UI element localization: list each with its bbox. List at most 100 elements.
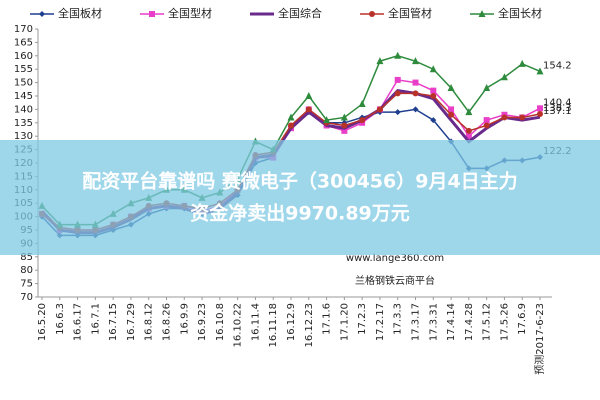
x-tick-label: 16.6.3 bbox=[55, 303, 66, 335]
legend-marker bbox=[369, 11, 375, 17]
legend-label: 全国综合 bbox=[278, 6, 322, 20]
point bbox=[394, 51, 402, 59]
x-tick-label: 预测2017-6-23 bbox=[533, 303, 546, 375]
x-tick-label: 16.11.4 bbox=[250, 303, 261, 341]
x-tick-label: 16.12.9 bbox=[286, 303, 297, 341]
x-tick-label: 17.2.3 bbox=[357, 303, 368, 335]
x-tick-label: 16.9.9 bbox=[179, 303, 190, 335]
point bbox=[412, 79, 419, 86]
y-tick-label: 160 bbox=[14, 51, 33, 62]
y-tick-label: 155 bbox=[14, 64, 33, 75]
x-tick-label: 17.1.20 bbox=[339, 303, 350, 341]
x-tick-label: 16.7.1 bbox=[90, 303, 101, 335]
point bbox=[412, 57, 419, 65]
point bbox=[376, 57, 384, 65]
data-label: 138.3 bbox=[543, 103, 572, 114]
x-tick-label: 16.7.29 bbox=[126, 303, 137, 341]
y-tick-label: 80 bbox=[20, 265, 33, 276]
point bbox=[394, 76, 401, 83]
point bbox=[465, 127, 472, 134]
point bbox=[448, 106, 455, 113]
point bbox=[465, 108, 473, 116]
legend-label: 全国板材 bbox=[58, 6, 102, 20]
legend-marker bbox=[478, 10, 486, 17]
point bbox=[518, 59, 526, 67]
y-tick-label: 75 bbox=[20, 279, 33, 290]
x-tick-label: 16.5.20 bbox=[37, 303, 48, 341]
y-tick-label: 165 bbox=[14, 37, 33, 48]
x-tick-label: 17.3.31 bbox=[428, 303, 439, 341]
point bbox=[430, 87, 437, 94]
point bbox=[394, 90, 401, 97]
point bbox=[448, 111, 455, 118]
point bbox=[412, 90, 419, 97]
x-tick-label: 17.5.26 bbox=[499, 303, 510, 341]
x-tick-label: 16.11.18 bbox=[268, 303, 279, 348]
point bbox=[358, 100, 366, 108]
data-label: 154.2 bbox=[543, 60, 572, 71]
legend-label: 全国管材 bbox=[388, 6, 432, 20]
point bbox=[429, 65, 437, 73]
point bbox=[447, 83, 455, 91]
x-tick-label: 17.5.12 bbox=[482, 303, 493, 341]
y-tick-label: 150 bbox=[14, 78, 33, 89]
legend: 全国板材 全国型材 全国综合 全国管材 全国长材 bbox=[30, 6, 542, 20]
x-tick-label: 17.1.6 bbox=[322, 303, 333, 335]
data-label: 140.4 bbox=[543, 97, 572, 108]
x-tick-label: 17.4.28 bbox=[464, 303, 475, 341]
legend-marker bbox=[39, 11, 45, 17]
x-tick-label: 17.2.17 bbox=[375, 303, 386, 341]
x-tick-label: 16.6.17 bbox=[73, 303, 84, 341]
point bbox=[430, 93, 437, 99]
y-tick-label: 140 bbox=[14, 104, 33, 115]
y-tick-label: 145 bbox=[14, 91, 33, 102]
x-tick-label: 16.8.26 bbox=[162, 303, 173, 341]
x-tick-label: 17.3.17 bbox=[411, 303, 422, 341]
legend-label: 全国型材 bbox=[168, 6, 212, 20]
point bbox=[483, 117, 490, 124]
point bbox=[500, 73, 508, 81]
y-tick-label: 170 bbox=[14, 24, 33, 35]
point bbox=[537, 110, 543, 117]
point bbox=[287, 113, 295, 121]
banner-text: 资金净卖出9970.89万元 bbox=[190, 202, 410, 225]
x-tick-label: 16.9.23 bbox=[197, 303, 208, 341]
point bbox=[465, 133, 472, 140]
point bbox=[519, 114, 526, 121]
x-tick-label: 17.6.9 bbox=[517, 303, 528, 335]
banner-text: 配资平台靠谱吗 赛微电子（300456）9月4日主力 bbox=[82, 170, 517, 193]
point bbox=[537, 105, 543, 112]
legend-label: 全国长材 bbox=[498, 6, 542, 20]
y-tick-label: 130 bbox=[14, 131, 33, 142]
point bbox=[341, 127, 348, 134]
x-tick-label: 17.4.14 bbox=[446, 303, 457, 341]
y-tick-label: 135 bbox=[14, 118, 33, 129]
legend-marker bbox=[149, 11, 155, 17]
watermark: www.lange360.com bbox=[346, 253, 444, 264]
y-tick-label: 70 bbox=[20, 292, 33, 303]
x-tick-label: 16.7.15 bbox=[108, 303, 119, 341]
banner-bg bbox=[0, 140, 600, 255]
point bbox=[483, 83, 491, 91]
point bbox=[323, 116, 331, 124]
watermark: 兰格钢铁云商平台 bbox=[355, 274, 435, 287]
x-tick-label: 17.3.3 bbox=[393, 303, 404, 335]
point bbox=[412, 106, 419, 113]
point bbox=[305, 92, 313, 99]
x-tick-label: 16.10.8 bbox=[215, 303, 226, 341]
x-tick-label: 16.10.22 bbox=[233, 303, 244, 348]
point bbox=[536, 67, 544, 75]
x-tick-label: 16.8.12 bbox=[144, 303, 155, 341]
point bbox=[359, 117, 366, 124]
point bbox=[394, 109, 401, 116]
point bbox=[341, 122, 348, 129]
x-tick-label: 16.12.23 bbox=[304, 303, 315, 348]
y-tick-label: 85 bbox=[20, 252, 33, 263]
point bbox=[501, 114, 508, 121]
point bbox=[288, 122, 294, 129]
point bbox=[430, 117, 437, 124]
point bbox=[305, 106, 312, 113]
point bbox=[340, 113, 348, 121]
